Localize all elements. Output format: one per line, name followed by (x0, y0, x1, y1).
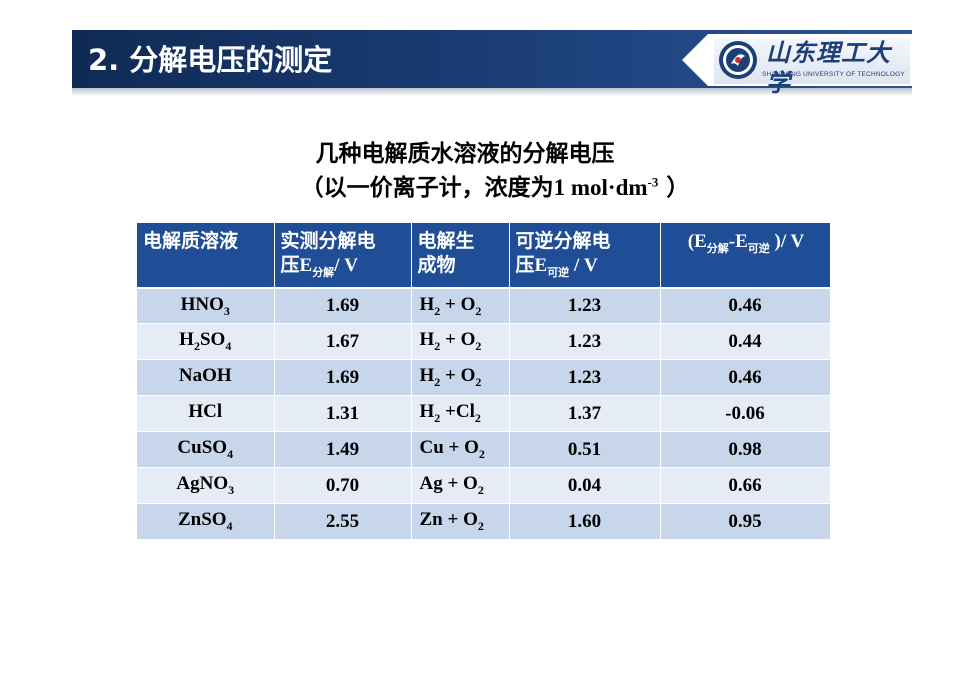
table-row: AgNO3 0.70 Ag + O2 0.04 0.66 (137, 467, 831, 505)
cell-measured: 1.69 (274, 287, 412, 325)
table-row: ZnSO4 2.55 Zn + O2 1.60 0.95 (137, 503, 831, 541)
logo-script: 山东理工大学 (766, 38, 891, 97)
header-reversible-voltage: 可逆分解电 压E可逆 / V (509, 223, 661, 289)
cell-measured: 2.55 (274, 503, 412, 541)
cell-difference: 0.46 (660, 287, 831, 325)
header-electrolyte: 电解质溶液 (137, 223, 275, 289)
table-row: HNO3 1.69 H2 + O2 1.23 0.46 (137, 287, 831, 325)
cell-products: H2 +Cl2 (411, 395, 510, 433)
cell-electrolyte: AgNO3 (137, 467, 275, 505)
cell-difference: 0.44 (660, 323, 831, 361)
table-header-row: 电解质溶液 实测分解电 压E分解/ V 电解生 成物 可逆分解电 压E可逆 / V (… (137, 223, 831, 289)
cell-difference: 0.46 (660, 359, 831, 397)
cell-reversible: 1.23 (509, 287, 661, 325)
cell-reversible: 1.23 (509, 323, 661, 361)
cell-electrolyte: HNO3 (137, 287, 275, 325)
cell-electrolyte: H2SO4 (137, 323, 275, 361)
page-title: 2. 分解电压的测定 (88, 43, 333, 77)
cell-reversible: 1.60 (509, 503, 661, 541)
cell-electrolyte: CuSO4 (137, 431, 275, 469)
cell-measured: 1.69 (274, 359, 412, 397)
cell-measured: 1.49 (274, 431, 412, 469)
university-emblem-icon (719, 41, 757, 79)
cell-measured: 1.31 (274, 395, 412, 433)
table-row: HCl 1.31 H2 +Cl2 1.37 -0.06 (137, 395, 831, 433)
table-row: H2SO4 1.67 H2 + O2 1.23 0.44 (137, 323, 831, 361)
cell-difference: -0.06 (660, 395, 831, 433)
cell-difference: 0.66 (660, 467, 831, 505)
table-title: 几种电解质水溶液的分解电压 (315, 141, 615, 167)
cell-products: H2 + O2 (411, 287, 510, 325)
header-difference: (E分解-E可逆 )/ V (660, 223, 831, 289)
cell-difference: 0.95 (660, 503, 831, 541)
header-measured-voltage: 实测分解电 压E分解/ V (274, 223, 412, 289)
cell-electrolyte: NaOH (137, 359, 275, 397)
table-row: CuSO4 1.49 Cu + O2 0.51 0.98 (137, 431, 831, 469)
cell-electrolyte: HCl (137, 395, 275, 433)
cell-products: Zn + O2 (411, 503, 510, 541)
cell-products: Ag + O2 (411, 467, 510, 505)
cell-reversible: 1.23 (509, 359, 661, 397)
cell-difference: 0.98 (660, 431, 831, 469)
cell-electrolyte: ZnSO4 (137, 503, 275, 541)
cell-products: H2 + O2 (411, 359, 510, 397)
cell-measured: 0.70 (274, 467, 412, 505)
cell-measured: 1.67 (274, 323, 412, 361)
table-row: NaOH 1.69 H2 + O2 1.23 0.46 (137, 359, 831, 397)
cell-products: Cu + O2 (411, 431, 510, 469)
cell-reversible: 1.37 (509, 395, 661, 433)
cell-products: H2 + O2 (411, 323, 510, 361)
cell-reversible: 0.04 (509, 467, 661, 505)
decomposition-voltage-table: 电解质溶液 实测分解电 压E分解/ V 电解生 成物 可逆分解电 压E可逆 / V (… (137, 223, 831, 541)
cell-reversible: 0.51 (509, 431, 661, 469)
header-products: 电解生 成物 (411, 223, 510, 289)
header-shadow (72, 88, 912, 96)
table-subtitle: （以一价离子计，浓度为1 mol·dm-3 ） (300, 174, 690, 201)
logo-english: SHANDONG UNIVERSITY OF TECHNOLOGY (762, 71, 905, 78)
